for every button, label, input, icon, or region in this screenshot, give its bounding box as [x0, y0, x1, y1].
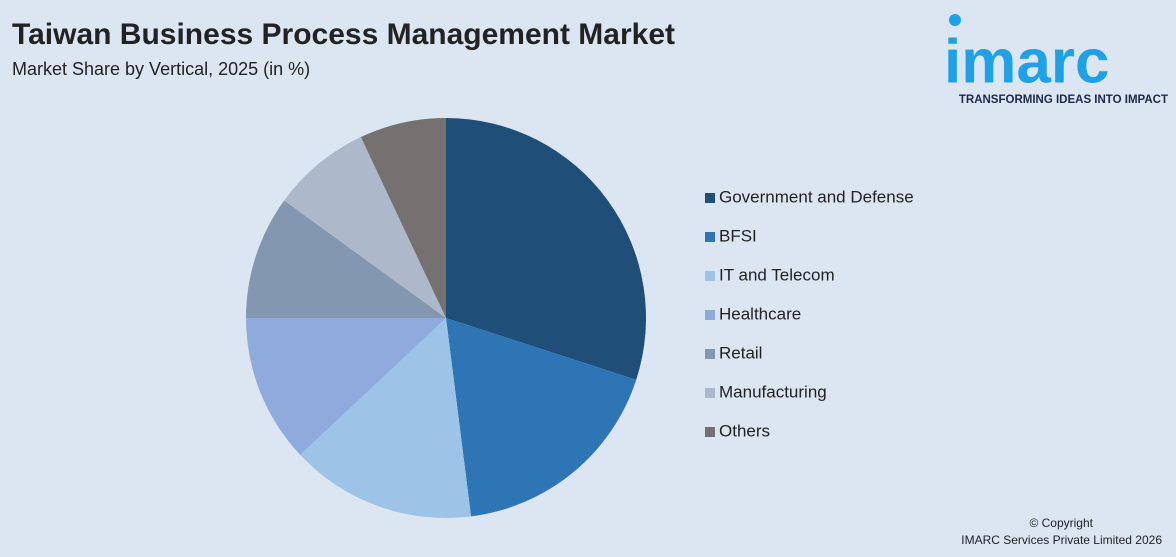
legend-swatch [705, 349, 715, 359]
pie-slice [446, 118, 646, 380]
legend-label: Retail [719, 343, 762, 362]
chart-title: Taiwan Business Process Management Marke… [12, 18, 675, 51]
pie-slice [246, 318, 446, 455]
pie-slice [360, 118, 446, 318]
legend-label: Government and Defense [719, 187, 914, 206]
legend-swatch [705, 271, 715, 281]
chart-subtitle: Market Share by Vertical, 2025 (in %) [12, 59, 310, 79]
legend-label: Healthcare [719, 304, 801, 323]
legend-label: BFSI [719, 226, 757, 245]
logo-name: imarc [944, 27, 1109, 96]
pie-slice [284, 137, 446, 318]
copyright-owner: IMARC Services Private Limited 2026 [961, 533, 1162, 547]
legend-label: Manufacturing [719, 382, 827, 401]
pie-slice [446, 318, 637, 517]
logo-dot [949, 14, 961, 26]
copyright: © Copyright [1029, 516, 1093, 530]
legend-swatch [705, 310, 715, 320]
pie-slice [300, 318, 472, 518]
legend-swatch [705, 388, 715, 398]
legend-swatch [705, 232, 715, 242]
legend-swatch [705, 193, 715, 203]
legend-label: Others [719, 421, 770, 440]
pie-slice [246, 200, 446, 318]
legend-label: IT and Telecom [719, 265, 835, 284]
logo-tagline: TRANSFORMING IDEAS INTO IMPACT [959, 94, 1168, 106]
legend-swatch [705, 427, 715, 437]
